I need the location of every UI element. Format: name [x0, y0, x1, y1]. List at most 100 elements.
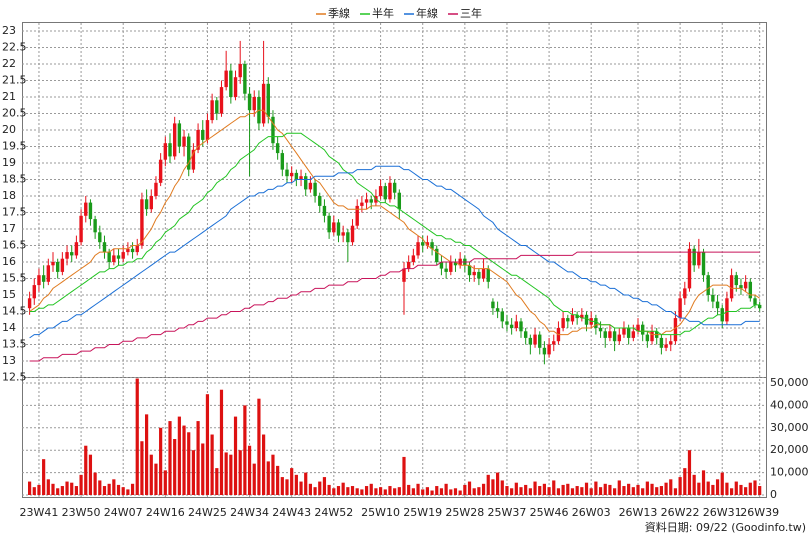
volume-bar [664, 482, 668, 495]
candle-body [743, 281, 748, 289]
volume-bar [439, 488, 444, 495]
volume-bar [402, 456, 406, 495]
volume-bar [486, 474, 490, 495]
candle-body [243, 64, 247, 94]
volume-bar [533, 481, 537, 495]
volume-bar [140, 441, 144, 495]
volume-bar [205, 394, 210, 495]
volume-tick-label: 10,000 [770, 466, 808, 479]
candle-body [327, 215, 331, 233]
volume-bar [215, 468, 219, 495]
candle-body [402, 268, 406, 282]
candle-body [266, 83, 270, 117]
volume-bar [538, 486, 542, 495]
candle-body [191, 149, 196, 170]
volume-bar [149, 454, 153, 495]
volume-bar [299, 481, 303, 495]
candle-body [215, 100, 219, 114]
y-tick-label: 13 [2, 354, 16, 367]
y-tick-label: 21 [2, 90, 16, 103]
volume-bar [318, 481, 322, 495]
volume-bar [145, 414, 149, 495]
candle-body [421, 242, 425, 246]
volume-bar [313, 487, 317, 495]
candle-body [93, 219, 97, 233]
y-tick-label: 16 [2, 255, 16, 268]
legend-label: 半年 [372, 6, 394, 20]
y-tick-label: 18 [2, 189, 16, 202]
volume-bar [60, 486, 64, 495]
volume-bar [622, 486, 626, 495]
x-tick-label: 23W50 [62, 506, 101, 519]
volume-bar [229, 454, 233, 495]
y-tick-label: 15 [2, 288, 16, 301]
candle-body [247, 93, 252, 111]
volume-bar [32, 487, 36, 495]
volume-bar [285, 479, 289, 495]
candle-body [271, 116, 275, 144]
volume-bar [238, 450, 242, 495]
volume-bar [79, 474, 83, 495]
candle-body [252, 97, 256, 111]
candle-body [711, 295, 715, 302]
candle-body [570, 314, 575, 322]
candle-body [46, 265, 51, 282]
volume-bar [692, 474, 696, 495]
candle-body [669, 341, 673, 345]
x-tick-label: 26W03 [572, 506, 611, 519]
x-tick-label: 26W22 [661, 506, 700, 519]
candle-body [318, 196, 322, 206]
volume-bar [510, 488, 514, 495]
candle-body [678, 298, 682, 319]
volume-bar [177, 416, 181, 495]
candle-body [664, 344, 668, 348]
volume-bar [135, 378, 139, 495]
volume-bar [116, 484, 121, 495]
volume-bar [393, 488, 397, 495]
x-tick-label: 25W28 [445, 506, 484, 519]
volume-bar [271, 454, 275, 495]
candle-body [163, 143, 168, 160]
x-tick-label: 24W07 [104, 506, 143, 519]
volume-bar [346, 487, 350, 495]
volume-bar [168, 421, 172, 495]
volume-bar [247, 445, 252, 495]
candle-body [392, 182, 397, 193]
volume-bar [374, 488, 378, 495]
candle-body [388, 182, 392, 200]
volume-bar [70, 482, 74, 495]
candle-body [739, 285, 743, 289]
candle-body [201, 130, 205, 140]
volume-bar [121, 487, 125, 495]
volume-bar [650, 483, 654, 495]
volume-bar [505, 486, 509, 495]
candle-body [172, 123, 177, 157]
candle-body [294, 172, 299, 180]
y-tick-label: 23 [2, 24, 16, 37]
volume-bar [369, 483, 373, 495]
x-tick-label: 24W16 [146, 506, 185, 519]
volume-bar [519, 487, 523, 495]
volume-bar [594, 481, 598, 495]
candle-body [687, 248, 692, 289]
volume-bar [336, 486, 341, 495]
candle-body [753, 298, 757, 305]
candle-body [486, 268, 490, 282]
x-tick-label: 24W52 [314, 506, 353, 519]
volume-bar [444, 483, 448, 495]
volume-tick-label: 30,000 [770, 421, 808, 434]
candle-body [102, 242, 107, 253]
candle-body [397, 192, 402, 210]
candle-body [477, 271, 481, 279]
candle-body [416, 242, 420, 256]
y-tick-label: 12.5 [2, 371, 27, 384]
candle-body [140, 199, 144, 246]
candle-body [673, 318, 678, 342]
x-tick-label: 24W34 [230, 506, 269, 519]
candle-body [55, 262, 60, 272]
volume-bar [725, 482, 729, 495]
candle-body [533, 334, 537, 345]
legend-label: 季線 [328, 6, 350, 20]
volume-bar [575, 486, 579, 495]
volume-bar [196, 421, 200, 495]
